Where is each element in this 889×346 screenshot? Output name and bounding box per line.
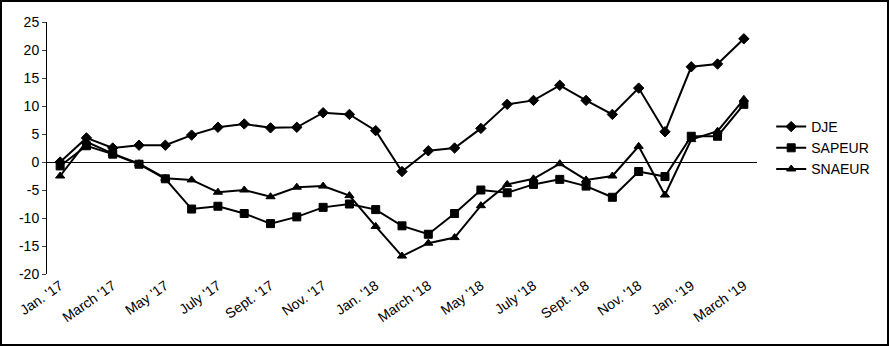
svg-text:SNAEUR: SNAEUR	[811, 161, 869, 177]
svg-text:July '18: July '18	[492, 277, 540, 317]
svg-text:20: 20	[24, 42, 40, 58]
svg-text:-20: -20	[19, 266, 39, 282]
svg-text:10: 10	[24, 98, 40, 114]
svg-text:Jan. '17: Jan. '17	[17, 277, 66, 318]
svg-text:Nov. '18: Nov. '18	[594, 277, 644, 319]
svg-text:-15: -15	[19, 238, 39, 254]
svg-text:May '17: May '17	[122, 277, 171, 318]
svg-text:March '17: March '17	[59, 277, 118, 325]
svg-text:15: 15	[24, 70, 40, 86]
svg-text:-5: -5	[27, 182, 40, 198]
svg-text:-10: -10	[19, 210, 39, 226]
svg-text:Sept. '17: Sept. '17	[222, 277, 276, 322]
svg-text:March '19: March '19	[690, 277, 749, 325]
svg-text:Sept. '18: Sept. '18	[538, 277, 592, 322]
svg-text:0: 0	[31, 154, 39, 170]
svg-text:SAPEUR: SAPEUR	[811, 140, 869, 156]
svg-text:Jan. '18: Jan. '18	[332, 277, 381, 318]
svg-text:Nov. '17: Nov. '17	[279, 277, 329, 319]
svg-text:5: 5	[31, 126, 39, 142]
svg-text:Jan. '19: Jan. '19	[648, 277, 697, 318]
svg-text:25: 25	[24, 14, 40, 30]
svg-text:July '17: July '17	[176, 277, 224, 317]
svg-text:March '18: March '18	[375, 277, 434, 325]
svg-text:May '18: May '18	[438, 277, 487, 318]
svg-text:DJE: DJE	[811, 119, 837, 135]
